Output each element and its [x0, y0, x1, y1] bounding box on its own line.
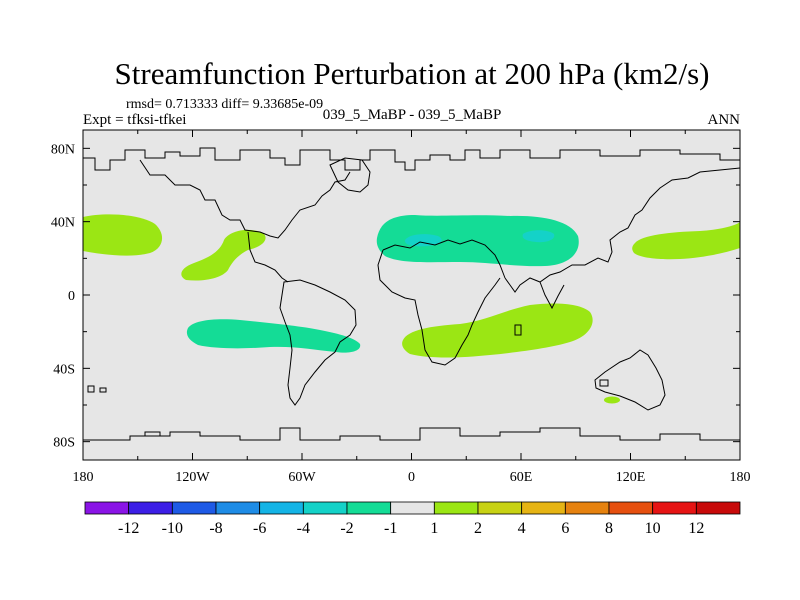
colorbar-label: -1 [384, 520, 397, 537]
x-tick-label: 120E [616, 470, 646, 485]
anomaly-region-north-pacific-east [181, 229, 266, 281]
colorbar-swatch [433, 501, 479, 515]
colorbar-swatch [346, 501, 392, 515]
anomaly-layer [83, 214, 740, 404]
colorbar-label: 4 [518, 520, 526, 537]
mediterranean-coast [382, 239, 506, 279]
anomaly-region-north-pacific-west [632, 222, 740, 260]
x-tick-label: 0 [408, 470, 415, 485]
colorbar-swatch [695, 501, 741, 515]
colorbar-label: 1 [430, 520, 438, 537]
australia-coast [594, 349, 666, 411]
colorbar-swatch [302, 501, 348, 515]
x-tick-label: 180 [73, 470, 94, 485]
anomaly-region-north-atlantic-west [83, 214, 163, 256]
anomaly-region-southern-ocean-spot [604, 396, 620, 404]
colorbar-swatch [259, 501, 304, 515]
india-coast [539, 281, 565, 310]
colorbar-swatch [171, 501, 217, 515]
south-america-coast [279, 279, 357, 406]
arctic-coast [83, 147, 740, 171]
anomaly-region-south-indian-ocean [402, 303, 593, 358]
colorbar-label: -6 [253, 520, 266, 537]
y-tick-label: 40S [53, 362, 75, 377]
x-tick-label: 60E [510, 470, 533, 485]
colorbar-swatch [477, 501, 523, 515]
plot-background [83, 130, 740, 460]
island-2 [599, 379, 609, 387]
antarctica-coast [83, 427, 740, 441]
europe-africa-coast [377, 249, 501, 366]
y-axis: 80N 40N 0 40S 80S [51, 142, 740, 451]
colorbar-swatch [608, 501, 654, 515]
colorbar-label: -12 [118, 520, 139, 537]
colorbar-label: 10 [645, 520, 661, 537]
y-tick-label: 40N [51, 216, 75, 231]
colorbar-label: 6 [561, 520, 569, 537]
anomaly-region-south-pacific [186, 319, 361, 353]
greenland-coast [329, 157, 371, 193]
colorbar-label: -4 [297, 520, 310, 537]
north-america-coast [139, 159, 351, 239]
colorbar-label: -10 [162, 520, 183, 537]
colorbar-swatch [128, 501, 173, 515]
coastlines [83, 147, 741, 441]
x-tick-label: 120W [175, 470, 210, 485]
season-label: ANN [708, 112, 741, 128]
anomaly-region-eurasia-north [376, 215, 579, 267]
colorbar-swatch [84, 501, 130, 515]
y-tick-label: 0 [68, 289, 75, 304]
asia-coast [504, 167, 741, 293]
island-5 [144, 431, 161, 437]
island-4 [99, 387, 107, 393]
colorbar-swatch [564, 501, 610, 515]
colorbar-swatch [215, 501, 261, 515]
y-tick-label: 80N [51, 142, 75, 157]
y-tick-label: 80S [53, 436, 75, 451]
colorbar-label: -2 [340, 520, 353, 537]
colorbar-label: 12 [688, 520, 704, 537]
colorbar-label: 2 [474, 520, 482, 537]
colorbar: -12 -10 -8 -6 -4 -2 -1 1 2 4 6 8 10 12 [84, 501, 741, 537]
colorbar-swatch [521, 501, 566, 515]
x-axis: 180 120W 60W 0 60E 120E 180 [73, 130, 751, 485]
anomaly-region-eurasia-core-2 [522, 230, 555, 243]
chart-title: Streamfunction Perturbation at 200 hPa (… [115, 56, 710, 91]
colorbar-label: -8 [209, 520, 222, 537]
experiment-label: Expt = tfksi-tfkei [83, 112, 186, 128]
x-tick-label: 60W [288, 470, 316, 485]
island-3 [87, 385, 95, 393]
colorbar-swatch [652, 501, 697, 515]
central-america-coast [247, 231, 289, 283]
anomaly-region-eurasia-core-1 [404, 234, 442, 247]
case-label: 039_5_MaBP - 039_5_MaBP [323, 107, 502, 123]
colorbar-label: 8 [605, 520, 613, 537]
stats-text: rmsd= 0.713333 diff= 9.33685e-09 [126, 97, 323, 112]
island-1 [514, 324, 522, 336]
colorbar-swatch [390, 501, 435, 515]
x-tick-label: 180 [730, 470, 751, 485]
